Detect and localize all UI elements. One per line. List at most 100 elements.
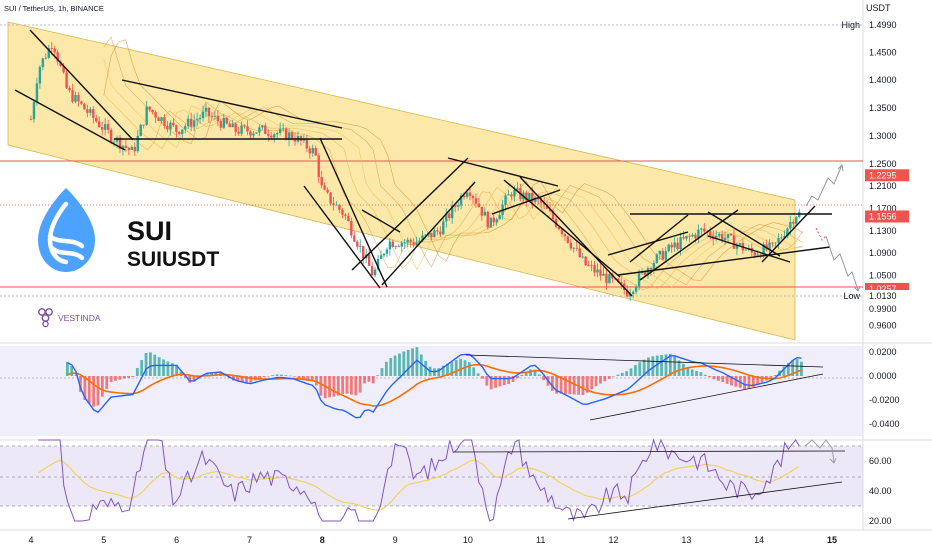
macd-histogram-bar [262,376,266,377]
candle-body [133,146,137,152]
trend-line [607,231,689,256]
candle-body [62,65,65,73]
time-tick-label: 7 [247,535,252,545]
trend-line [707,235,791,263]
macd-histogram-bar [647,357,650,376]
candle-body [753,252,756,256]
price-tick-label: 1.4500 [869,47,897,57]
ma-line [103,109,804,291]
candle-body [566,236,570,243]
candle-body [112,141,116,143]
macd-histogram-bar [660,354,664,376]
candle-body [187,118,190,127]
high-tag-label: High [841,20,860,30]
candle-body [421,235,424,241]
candle-body [175,125,178,132]
candle-body [424,234,427,236]
macd-histogram-bar [393,355,397,376]
candle-body [326,189,329,193]
candle-body [560,229,564,235]
macd-histogram-bar [599,376,602,384]
macd-histogram-bar [149,352,152,376]
trend-line [121,79,343,129]
candle-body [578,248,581,258]
macd-histogram-bar [332,376,336,397]
candle-body [655,254,659,263]
macd-histogram-bar [590,376,594,390]
macd-histogram-bar [245,376,248,383]
candle-body [284,128,288,140]
candle-body [735,244,739,249]
macd-histogram-bar [529,369,532,376]
macd-histogram-bar [664,354,668,376]
macd-histogram-bar [542,376,546,381]
price-tick-label: 1.2500 [869,159,897,169]
macd-histogram-bar [192,376,196,382]
candle-body [192,120,196,127]
candle-body [756,254,759,256]
candle-body [394,246,398,248]
price-tick-label: 1.3500 [869,103,897,113]
candle-body [498,215,501,220]
candle-body [68,87,71,91]
macd-line [67,353,802,419]
macd-histogram-bar [389,358,393,376]
macd-histogram-bar [288,375,292,377]
candle-body [95,117,98,122]
candle-body [625,289,629,297]
trend-line [303,185,381,289]
candle-body [29,119,33,121]
candle-body [397,246,401,248]
macd-histogram-bar [677,360,681,376]
candle-body [332,203,335,206]
candle-body [290,132,294,139]
candle-body [489,217,492,228]
macd-histogram-bar [454,360,458,376]
bullish-projection [805,164,843,207]
candle-body [370,265,374,276]
candle-body [350,221,353,236]
candle-body [667,244,670,252]
candle-body [459,195,463,206]
macd-histogram-bar [328,376,331,398]
candle-body [391,241,395,247]
macd-histogram-bar [686,366,690,376]
bearish-projection [825,235,859,291]
rsi-tick-label: 40.00 [869,486,892,496]
macd-histogram-bar [415,347,419,376]
macd-histogram-bar [354,376,358,396]
candle-body [590,265,593,267]
macd-histogram-bar [74,374,78,376]
trend-line [707,211,781,257]
macd-histogram-bar [502,376,506,386]
macd-histogram-bar [380,368,384,376]
candle-body [510,194,513,197]
candle-body [495,219,498,223]
macd-histogram-bar [572,376,576,395]
macd-histogram-bar [402,351,406,376]
macd-histogram-bar [293,376,297,377]
macd-histogram-bar [140,359,144,376]
candle-body [620,282,623,284]
macd-histogram-bar [105,376,109,389]
candle-body [160,117,163,121]
candle-body [471,195,475,199]
macd-histogram-bar [795,359,799,376]
candle-body [465,192,469,198]
candle-body [688,235,691,237]
candle-body [795,217,798,224]
candle-body [703,228,706,232]
candle-body [450,205,454,219]
candle-body [65,72,68,88]
candle-body [278,128,282,134]
candle-body [178,131,181,134]
candle-body [198,117,202,120]
macd-histogram-bar [629,368,633,376]
grape-icon [42,320,49,328]
macd-histogram-bar [655,355,659,376]
candle-body [717,233,721,236]
macd-histogram-bar [773,375,777,376]
macd-histogram-bar [446,363,449,376]
